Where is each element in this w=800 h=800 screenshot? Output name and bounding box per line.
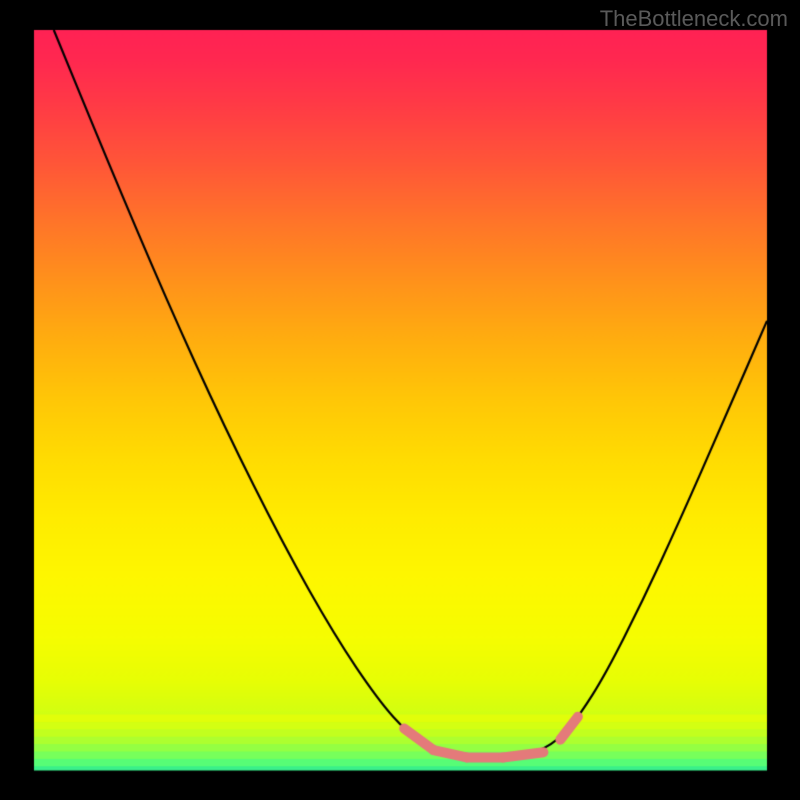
bottleneck-chart [0, 0, 800, 800]
watermark-text: TheBottleneck.com [600, 6, 788, 32]
